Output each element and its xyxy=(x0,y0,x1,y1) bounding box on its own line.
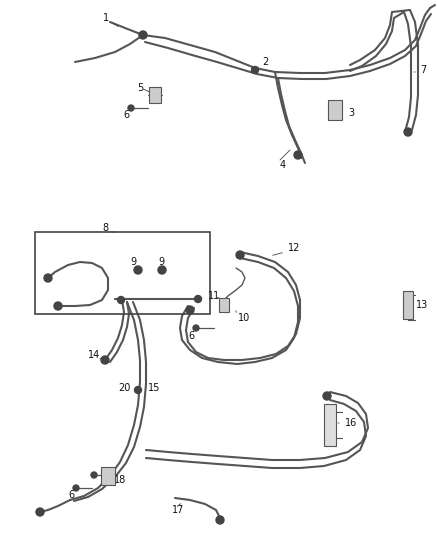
Circle shape xyxy=(91,472,97,478)
Text: 4: 4 xyxy=(280,160,286,170)
Circle shape xyxy=(294,151,302,159)
Bar xyxy=(35,232,210,314)
Text: 6: 6 xyxy=(123,110,129,120)
Text: 11: 11 xyxy=(208,291,220,301)
Circle shape xyxy=(134,266,142,274)
Circle shape xyxy=(139,31,147,39)
Circle shape xyxy=(236,251,244,259)
Circle shape xyxy=(158,266,166,274)
Text: 10: 10 xyxy=(238,313,250,323)
Text: 6: 6 xyxy=(188,331,194,341)
Text: 14: 14 xyxy=(88,350,100,360)
Text: 5: 5 xyxy=(137,83,143,93)
Text: 7: 7 xyxy=(420,65,426,75)
Text: 13: 13 xyxy=(416,300,428,310)
Circle shape xyxy=(193,325,199,331)
Circle shape xyxy=(323,392,331,400)
Text: 15: 15 xyxy=(148,383,160,393)
Text: 1: 1 xyxy=(103,13,109,23)
Circle shape xyxy=(134,386,141,393)
Text: 12: 12 xyxy=(288,243,300,253)
Circle shape xyxy=(73,485,79,491)
Circle shape xyxy=(54,302,62,310)
Text: 8: 8 xyxy=(102,223,108,233)
Circle shape xyxy=(44,274,52,282)
Circle shape xyxy=(251,67,258,74)
Circle shape xyxy=(101,356,109,364)
Circle shape xyxy=(128,105,134,111)
Circle shape xyxy=(216,516,224,524)
Circle shape xyxy=(186,306,194,314)
Text: 6: 6 xyxy=(68,490,74,500)
Circle shape xyxy=(404,128,412,136)
Circle shape xyxy=(194,295,201,303)
Bar xyxy=(403,291,413,319)
Text: 2: 2 xyxy=(262,57,268,67)
Text: 16: 16 xyxy=(345,418,357,428)
Bar xyxy=(324,404,336,446)
Circle shape xyxy=(36,508,44,516)
Bar xyxy=(149,87,161,103)
Circle shape xyxy=(117,296,124,303)
Bar xyxy=(328,100,342,120)
Bar xyxy=(219,298,229,312)
Text: 9: 9 xyxy=(158,257,164,267)
Text: 17: 17 xyxy=(172,505,184,515)
Text: 20: 20 xyxy=(118,383,131,393)
Text: 18: 18 xyxy=(114,475,126,485)
Bar xyxy=(101,467,115,485)
Text: 9: 9 xyxy=(130,257,136,267)
Text: 3: 3 xyxy=(348,108,354,118)
